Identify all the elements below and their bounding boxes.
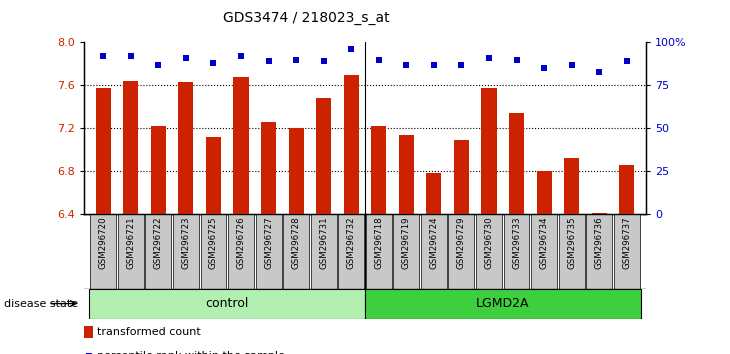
Bar — [421, 214, 447, 289]
Bar — [614, 214, 639, 289]
Bar — [255, 214, 282, 289]
Point — [318, 58, 329, 64]
Bar — [448, 214, 474, 289]
Bar — [426, 173, 442, 214]
Bar — [481, 87, 496, 214]
Text: GSM296731: GSM296731 — [319, 216, 328, 269]
Point — [401, 62, 412, 68]
Text: GSM296736: GSM296736 — [595, 216, 604, 269]
Bar — [96, 87, 111, 214]
Point — [235, 53, 247, 59]
Point — [97, 53, 109, 59]
Bar — [476, 214, 502, 289]
Bar — [90, 289, 365, 319]
Bar — [84, 326, 93, 338]
Bar — [564, 158, 579, 214]
Bar — [338, 214, 364, 289]
Text: GDS3474 / 218023_s_at: GDS3474 / 218023_s_at — [223, 11, 390, 25]
Bar — [454, 140, 469, 214]
Text: GSM296722: GSM296722 — [154, 216, 163, 269]
Text: GSM296734: GSM296734 — [539, 216, 549, 269]
Text: GSM296733: GSM296733 — [512, 216, 521, 269]
Point — [345, 46, 357, 52]
Text: GSM296728: GSM296728 — [291, 216, 301, 269]
Text: GSM296719: GSM296719 — [402, 216, 411, 269]
Point — [291, 57, 302, 62]
Point — [180, 55, 192, 61]
Text: GSM296727: GSM296727 — [264, 216, 273, 269]
Bar — [365, 289, 640, 319]
Point — [593, 69, 605, 74]
Bar — [173, 214, 199, 289]
Bar — [91, 214, 116, 289]
Bar — [619, 165, 634, 214]
Bar — [371, 126, 386, 214]
Bar — [118, 214, 144, 289]
Point — [456, 62, 467, 68]
Point — [373, 57, 385, 62]
Bar — [288, 128, 304, 214]
Point — [483, 55, 495, 61]
Text: GSM296725: GSM296725 — [209, 216, 218, 269]
Bar — [234, 77, 249, 214]
Bar — [591, 213, 607, 214]
Point — [83, 353, 95, 354]
Text: control: control — [206, 297, 249, 310]
Bar — [178, 82, 193, 214]
Point — [207, 60, 219, 66]
Text: GSM296724: GSM296724 — [429, 216, 439, 269]
Bar — [151, 126, 166, 214]
Bar — [366, 214, 392, 289]
Bar — [311, 214, 337, 289]
Text: GSM296721: GSM296721 — [126, 216, 135, 269]
Point — [153, 62, 164, 68]
Point — [263, 58, 274, 64]
Bar — [586, 214, 612, 289]
Point — [621, 58, 633, 64]
Point — [538, 65, 550, 71]
Bar — [283, 214, 309, 289]
Bar — [206, 137, 221, 214]
Bar — [509, 113, 524, 214]
Text: LGMD2A: LGMD2A — [476, 297, 529, 310]
Text: GSM296737: GSM296737 — [622, 216, 631, 269]
Text: GSM296718: GSM296718 — [374, 216, 383, 269]
Text: GSM296726: GSM296726 — [237, 216, 245, 269]
Text: disease state: disease state — [4, 298, 78, 309]
Bar — [399, 135, 414, 214]
Bar — [393, 214, 419, 289]
Bar — [316, 98, 331, 214]
Bar — [201, 214, 226, 289]
Text: GSM296729: GSM296729 — [457, 216, 466, 269]
Text: GSM296735: GSM296735 — [567, 216, 576, 269]
Bar — [145, 214, 172, 289]
Text: transformed count: transformed count — [96, 327, 201, 337]
Point — [125, 53, 137, 59]
Text: GSM296730: GSM296730 — [485, 216, 493, 269]
Text: GSM296720: GSM296720 — [99, 216, 108, 269]
Bar — [261, 122, 276, 214]
Bar — [531, 214, 557, 289]
Bar — [344, 75, 359, 214]
Text: GSM296732: GSM296732 — [347, 216, 356, 269]
Point — [428, 62, 439, 68]
Text: GSM296723: GSM296723 — [181, 216, 191, 269]
Bar — [558, 214, 585, 289]
Bar — [537, 171, 552, 214]
Bar — [228, 214, 254, 289]
Point — [566, 62, 577, 68]
Bar — [504, 214, 529, 289]
Text: percentile rank within the sample: percentile rank within the sample — [96, 351, 285, 354]
Bar — [123, 81, 139, 214]
Point — [511, 57, 523, 62]
